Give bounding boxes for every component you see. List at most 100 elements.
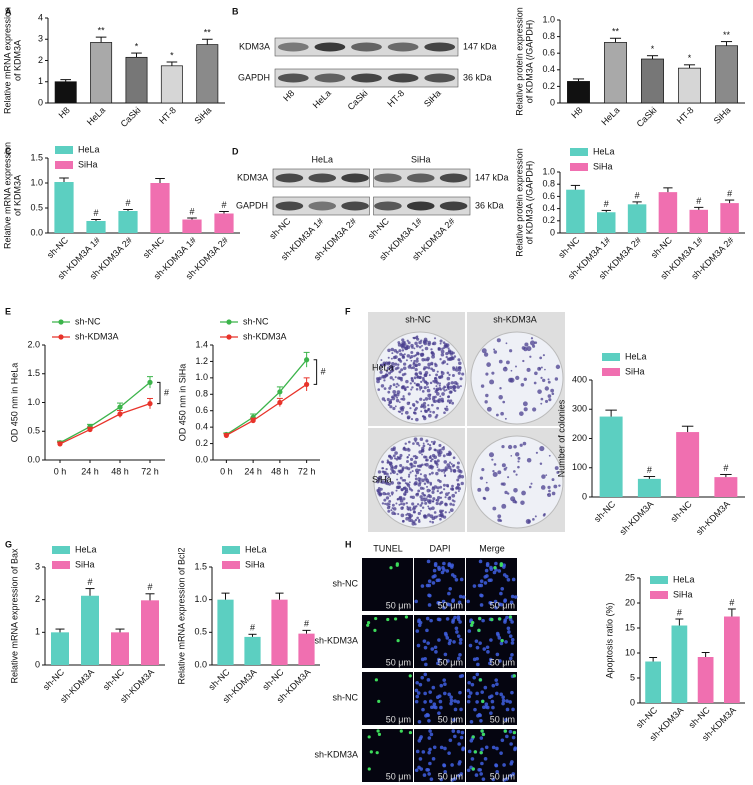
nucleus bbox=[488, 661, 492, 666]
nucleus bbox=[424, 662, 428, 667]
nucleus bbox=[473, 707, 477, 712]
scale-bar-label: 50 μm bbox=[386, 657, 411, 667]
colony bbox=[380, 480, 385, 484]
colony bbox=[430, 466, 434, 470]
y-tick-label: 1.0 bbox=[542, 166, 555, 176]
colony bbox=[395, 489, 398, 492]
colony bbox=[385, 475, 388, 478]
nucleus bbox=[423, 645, 428, 650]
nucleus bbox=[477, 712, 482, 717]
colony bbox=[421, 446, 425, 451]
micro-image bbox=[362, 558, 413, 611]
colony bbox=[548, 454, 551, 457]
colony bbox=[449, 461, 452, 464]
nucleus bbox=[475, 645, 480, 650]
micro-col-label: Merge bbox=[479, 543, 505, 553]
nucleus bbox=[503, 620, 507, 624]
colony bbox=[544, 386, 550, 391]
colony bbox=[405, 501, 408, 505]
colony bbox=[545, 474, 548, 476]
colony bbox=[411, 495, 415, 500]
colony bbox=[414, 372, 418, 376]
colony bbox=[509, 349, 513, 353]
colony bbox=[407, 475, 411, 478]
bar bbox=[150, 183, 170, 233]
bar bbox=[51, 632, 69, 665]
colony bbox=[439, 496, 443, 499]
x-tick-label: 72 h bbox=[298, 466, 316, 476]
nucleus bbox=[467, 694, 472, 699]
micro-image bbox=[362, 672, 413, 725]
micro-row-label: sh-KDM3A bbox=[314, 635, 358, 645]
panel-label: D bbox=[232, 146, 239, 156]
bar bbox=[604, 42, 627, 104]
nucleus bbox=[416, 691, 421, 695]
colony bbox=[421, 358, 425, 362]
blot-band bbox=[374, 173, 402, 183]
colony bbox=[418, 444, 421, 447]
nucleus bbox=[456, 729, 461, 734]
colony bbox=[418, 518, 421, 522]
colony bbox=[448, 373, 451, 377]
x-tick-label: 0 h bbox=[54, 466, 67, 476]
colony bbox=[455, 366, 458, 369]
colony bbox=[440, 371, 445, 376]
y-axis-label: OD 450 nm in HeLa bbox=[9, 363, 19, 443]
legend-swatch bbox=[650, 576, 668, 584]
nucleus bbox=[494, 763, 499, 768]
colony bbox=[477, 487, 482, 492]
colony bbox=[387, 509, 391, 513]
colony bbox=[445, 352, 449, 356]
nucleus bbox=[495, 652, 500, 657]
nucleus bbox=[472, 584, 477, 588]
colony bbox=[429, 520, 432, 523]
blot-size: 36 kDa bbox=[475, 200, 504, 210]
nucleus bbox=[456, 656, 461, 661]
colony bbox=[521, 346, 526, 350]
bar bbox=[715, 45, 738, 104]
colony bbox=[435, 413, 439, 417]
nucleus bbox=[428, 761, 432, 766]
x-tick-label: sh-NC bbox=[649, 235, 674, 260]
scale-bar-label: 50 μm bbox=[386, 771, 411, 781]
colony bbox=[421, 463, 424, 467]
blot-band bbox=[351, 73, 382, 83]
colony bbox=[441, 392, 445, 396]
legend-label: SiHa bbox=[593, 161, 613, 171]
colony bbox=[435, 499, 438, 502]
x-tick-label: H8 bbox=[569, 105, 584, 120]
nucleus bbox=[454, 577, 459, 582]
colony bbox=[540, 402, 543, 405]
colony bbox=[539, 356, 543, 360]
colony bbox=[389, 405, 393, 409]
colony bbox=[416, 352, 420, 356]
blot-lane: sh-NC bbox=[267, 216, 292, 241]
nucleus bbox=[425, 616, 430, 621]
colony bbox=[397, 343, 402, 347]
colony bbox=[534, 341, 538, 344]
nucleus bbox=[491, 745, 496, 750]
y-axis-label: of KDM3A bbox=[12, 175, 22, 216]
nucleus bbox=[440, 570, 445, 575]
colony bbox=[390, 481, 394, 485]
nucleus bbox=[499, 591, 503, 596]
y-tick-label: 0.4 bbox=[542, 203, 555, 213]
colony bbox=[418, 345, 422, 349]
colony bbox=[501, 503, 507, 509]
colony bbox=[387, 475, 390, 478]
colony bbox=[527, 520, 531, 524]
nucleus bbox=[494, 678, 499, 682]
bar bbox=[714, 477, 738, 497]
y-tick-label: 0.4 bbox=[195, 422, 208, 432]
colony bbox=[400, 502, 403, 506]
nucleus bbox=[496, 633, 500, 637]
colony bbox=[417, 477, 421, 480]
significance: # bbox=[147, 582, 152, 592]
colony bbox=[401, 397, 406, 401]
nucleus bbox=[510, 620, 514, 624]
x-tick-label: sh-NC bbox=[45, 235, 70, 260]
colony bbox=[441, 361, 445, 365]
colony bbox=[396, 498, 399, 501]
nucleus bbox=[427, 718, 431, 723]
significance: * bbox=[135, 41, 139, 51]
